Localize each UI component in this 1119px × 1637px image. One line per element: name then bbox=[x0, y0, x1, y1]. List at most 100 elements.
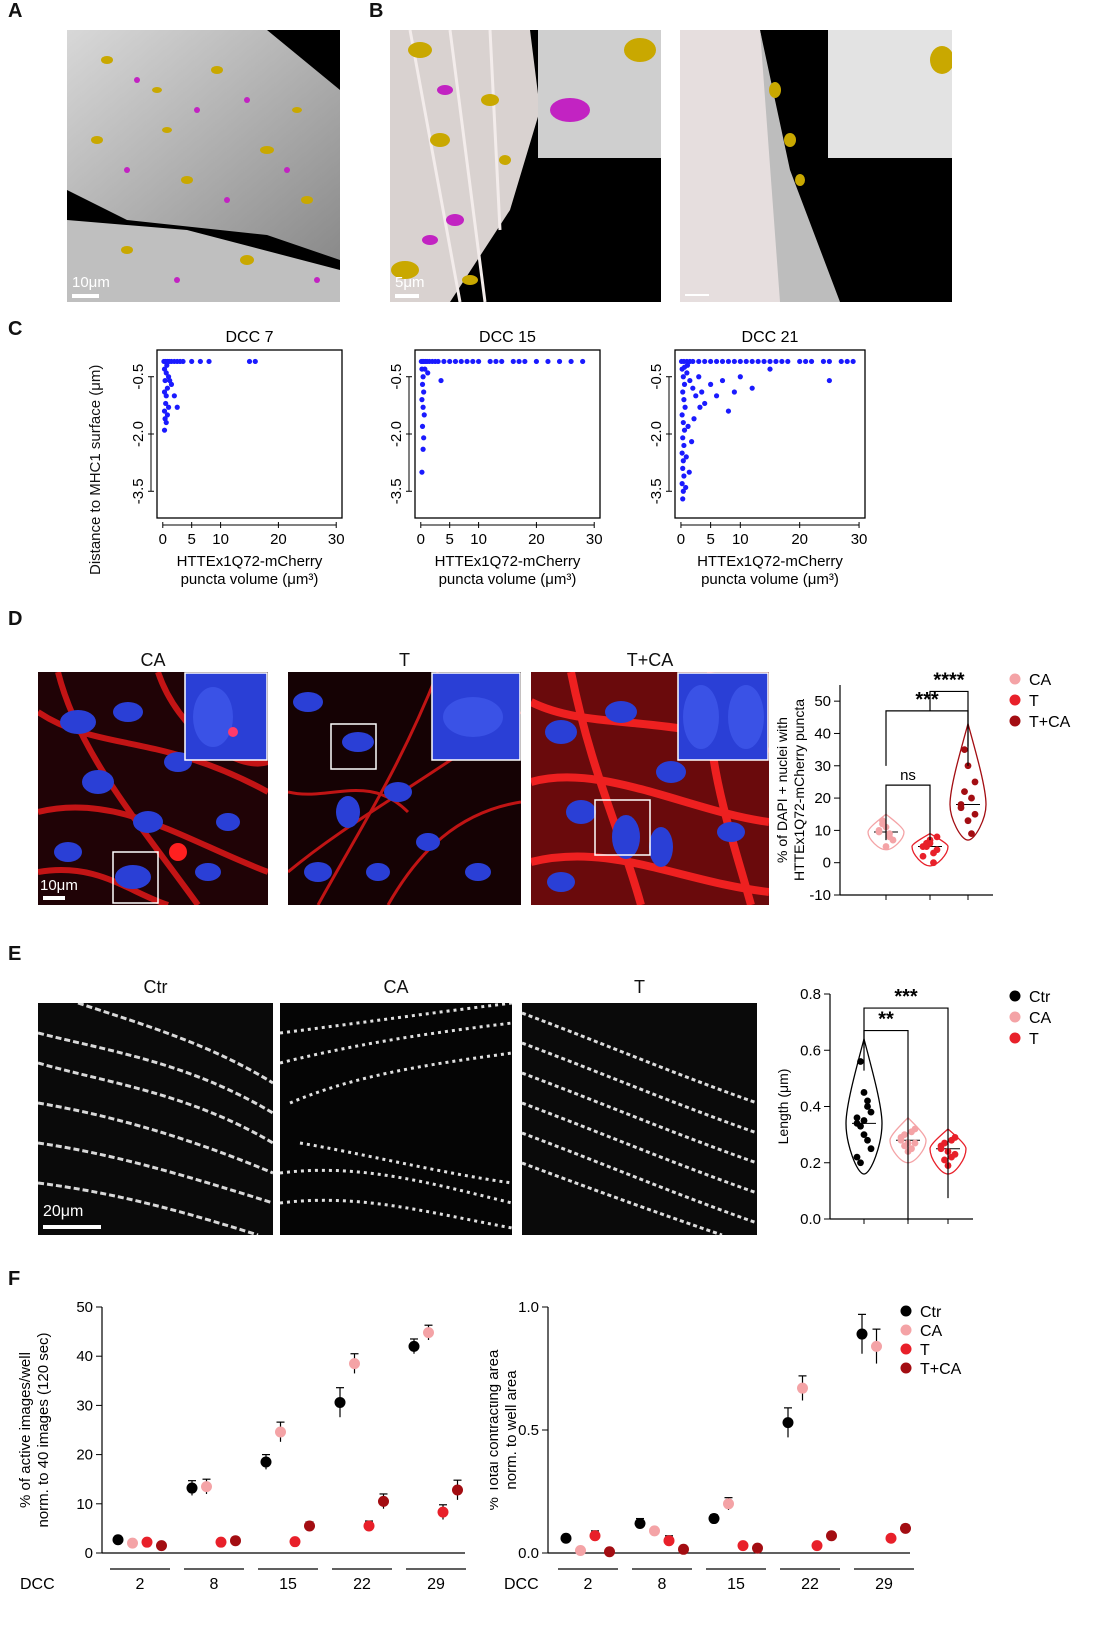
f1-point-2-4 bbox=[437, 1506, 449, 1518]
scale-label-e: 20μm bbox=[43, 1203, 84, 1220]
e-point-0-2 bbox=[860, 1089, 868, 1096]
panel-letter-b: B bbox=[369, 0, 384, 22]
d-bracket-0 bbox=[885, 784, 931, 841]
d-point-0-6 bbox=[879, 817, 886, 825]
c-point-2-52 bbox=[699, 389, 705, 395]
f1-point-2-3 bbox=[363, 1520, 375, 1532]
f2-category-3: 22 bbox=[801, 1576, 819, 1593]
panel-e-image-t bbox=[522, 1003, 757, 1235]
c-ylabel: Distance to MHC1 surface (μm) bbox=[87, 364, 104, 575]
d-ytick-label-3: 20 bbox=[814, 790, 831, 807]
d-legend-label-2: T+CA bbox=[1029, 714, 1071, 731]
c-ytick-label-2-2: -3.5 bbox=[648, 478, 665, 504]
c-point-2-20 bbox=[785, 358, 791, 365]
f2-point-0-1 bbox=[634, 1517, 646, 1529]
c-xlabel2-1: puncta volume (μm³) bbox=[439, 571, 577, 588]
e-ytick-label-4: 0.8 bbox=[800, 986, 821, 1003]
c-plot-frame-0 bbox=[156, 349, 343, 519]
d-ytick-label-4: 30 bbox=[814, 758, 831, 775]
c-point-1-12 bbox=[458, 358, 464, 365]
d-point-1-9 bbox=[933, 833, 941, 841]
d-point-2-6 bbox=[961, 788, 968, 796]
e-point-2-8 bbox=[948, 1136, 955, 1144]
c-point-2-13 bbox=[743, 358, 749, 365]
c-xlabel1-2: HTTEx1Q72-mCherry bbox=[697, 553, 843, 570]
c-point-1-38 bbox=[425, 370, 431, 376]
e-legend-label-0: Ctr bbox=[1029, 989, 1051, 1006]
c-xlabel2-0: puncta volume (μm³) bbox=[181, 571, 319, 588]
c-point-2-24 bbox=[820, 358, 827, 365]
f-legend-label-2: T bbox=[920, 1342, 930, 1359]
e-title-ca: CA bbox=[383, 977, 409, 997]
c-point-2-45 bbox=[680, 488, 686, 494]
d-point-1-5 bbox=[919, 852, 927, 860]
f1-point-0-0 bbox=[112, 1534, 124, 1546]
scale-bar-b bbox=[395, 294, 419, 298]
c-point-2-64 bbox=[686, 469, 692, 475]
c-point-2-56 bbox=[719, 377, 726, 384]
c-point-2-5 bbox=[696, 358, 702, 365]
c-point-1-24 bbox=[556, 358, 563, 365]
c-title-1: DCC 15 bbox=[479, 329, 536, 346]
c-point-1-17 bbox=[493, 358, 499, 365]
panel-e-image-ca bbox=[280, 1003, 512, 1235]
c-point-1-39 bbox=[438, 377, 444, 384]
e-image-t-render bbox=[522, 1003, 757, 1235]
f1-point-1-0 bbox=[127, 1537, 138, 1549]
f1-point-0-3 bbox=[334, 1396, 346, 1408]
e-point-0-3 bbox=[864, 1103, 871, 1110]
panel-a-image: 10μm bbox=[67, 30, 340, 302]
c-point-2-60 bbox=[749, 385, 755, 391]
c-point-1-16 bbox=[487, 358, 493, 365]
scale-bar-d bbox=[43, 896, 65, 900]
d-point-0-8 bbox=[886, 830, 893, 838]
c-point-0-31 bbox=[167, 377, 173, 384]
panel-c-charts: DCC 7 0 5 10 20 30 -0.5 -2.0 -3.5 HTTEx1Q72-mCher… bbox=[130, 329, 867, 588]
c-xtick-label-0-4: 30 bbox=[328, 531, 345, 548]
e-title-t: T bbox=[634, 977, 645, 997]
e-violin-0 bbox=[845, 1036, 883, 1175]
e-point-0-7 bbox=[860, 1131, 868, 1139]
d-point-2-3 bbox=[968, 794, 975, 802]
panel-letter-a: A bbox=[8, 0, 23, 22]
c-plot-frame-2 bbox=[674, 349, 866, 519]
f2-point-0-3 bbox=[782, 1417, 794, 1429]
c-point-1-35 bbox=[421, 435, 427, 441]
c-point-2-26 bbox=[838, 358, 844, 365]
f-legend-marker-0 bbox=[900, 1305, 912, 1317]
panel-d-image-tca bbox=[531, 672, 769, 905]
c-point-2-40 bbox=[679, 450, 685, 456]
f-legend-label-1: CA bbox=[920, 1323, 943, 1340]
c-point-2-18 bbox=[773, 358, 779, 365]
f2-category-0: 2 bbox=[584, 1576, 593, 1593]
c-xtick-label-1-1: 5 bbox=[446, 531, 454, 548]
f2-point-0-0 bbox=[560, 1532, 572, 1544]
c-point-1-10 bbox=[447, 358, 453, 365]
c-xtick-label-0-3: 20 bbox=[270, 531, 287, 548]
f2-point-1-2 bbox=[723, 1498, 734, 1510]
e-point-0-11 bbox=[857, 1159, 864, 1167]
e-ytick-label-0: 0.0 bbox=[800, 1211, 821, 1228]
f1-ytick-label-2: 20 bbox=[76, 1447, 93, 1464]
f1-point-1-1 bbox=[201, 1481, 212, 1493]
c-point-2-59 bbox=[737, 374, 743, 380]
e-point-0-10 bbox=[853, 1153, 861, 1161]
d-point-2-5 bbox=[957, 804, 965, 812]
c-point-2-65 bbox=[691, 416, 697, 422]
f2-point-0-2 bbox=[708, 1513, 720, 1525]
d-ytick-label-1: 0 bbox=[823, 855, 831, 872]
c-point-2-71 bbox=[684, 362, 691, 368]
panel-b-render-right bbox=[680, 30, 952, 302]
e-ylabel-0: Length (μm) bbox=[775, 1069, 791, 1145]
c-point-2-34 bbox=[682, 404, 688, 410]
d-title-t: T bbox=[399, 650, 410, 670]
c-xtick-label-1-2: 10 bbox=[470, 531, 487, 548]
d-sig-2: **** bbox=[933, 669, 964, 691]
f1-point-0-2 bbox=[260, 1456, 272, 1468]
c-point-2-61 bbox=[685, 423, 691, 429]
c-point-2-57 bbox=[725, 408, 732, 414]
e-point-0-1 bbox=[857, 1058, 864, 1065]
f1-category-1: 8 bbox=[210, 1576, 219, 1593]
c-point-1-11 bbox=[452, 358, 459, 365]
e-point-2-6 bbox=[941, 1156, 948, 1164]
